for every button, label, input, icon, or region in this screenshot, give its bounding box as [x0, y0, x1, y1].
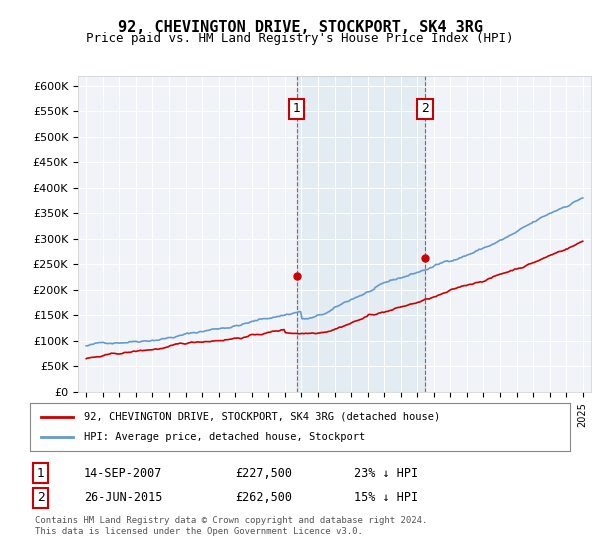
- Text: 2: 2: [37, 492, 45, 505]
- Text: 26-JUN-2015: 26-JUN-2015: [84, 492, 163, 505]
- Text: Contains HM Land Registry data © Crown copyright and database right 2024.
This d: Contains HM Land Registry data © Crown c…: [35, 516, 428, 536]
- Bar: [296, 76, 425, 392]
- Text: Price paid vs. HM Land Registry's House Price Index (HPI): Price paid vs. HM Land Registry's House …: [86, 32, 514, 45]
- Text: 23% ↓ HPI: 23% ↓ HPI: [354, 466, 418, 479]
- Text: 92, CHEVINGTON DRIVE, STOCKPORT, SK4 3RG: 92, CHEVINGTON DRIVE, STOCKPORT, SK4 3RG: [118, 20, 482, 35]
- Text: 1: 1: [37, 466, 45, 479]
- Text: £227,500: £227,500: [235, 466, 292, 479]
- Text: 15% ↓ HPI: 15% ↓ HPI: [354, 492, 418, 505]
- Text: 14-SEP-2007: 14-SEP-2007: [84, 466, 163, 479]
- Text: 2: 2: [421, 102, 429, 115]
- Text: £262,500: £262,500: [235, 492, 292, 505]
- Text: 1: 1: [293, 102, 301, 115]
- Text: HPI: Average price, detached house, Stockport: HPI: Average price, detached house, Stoc…: [84, 432, 365, 442]
- Text: 92, CHEVINGTON DRIVE, STOCKPORT, SK4 3RG (detached house): 92, CHEVINGTON DRIVE, STOCKPORT, SK4 3RG…: [84, 412, 440, 422]
